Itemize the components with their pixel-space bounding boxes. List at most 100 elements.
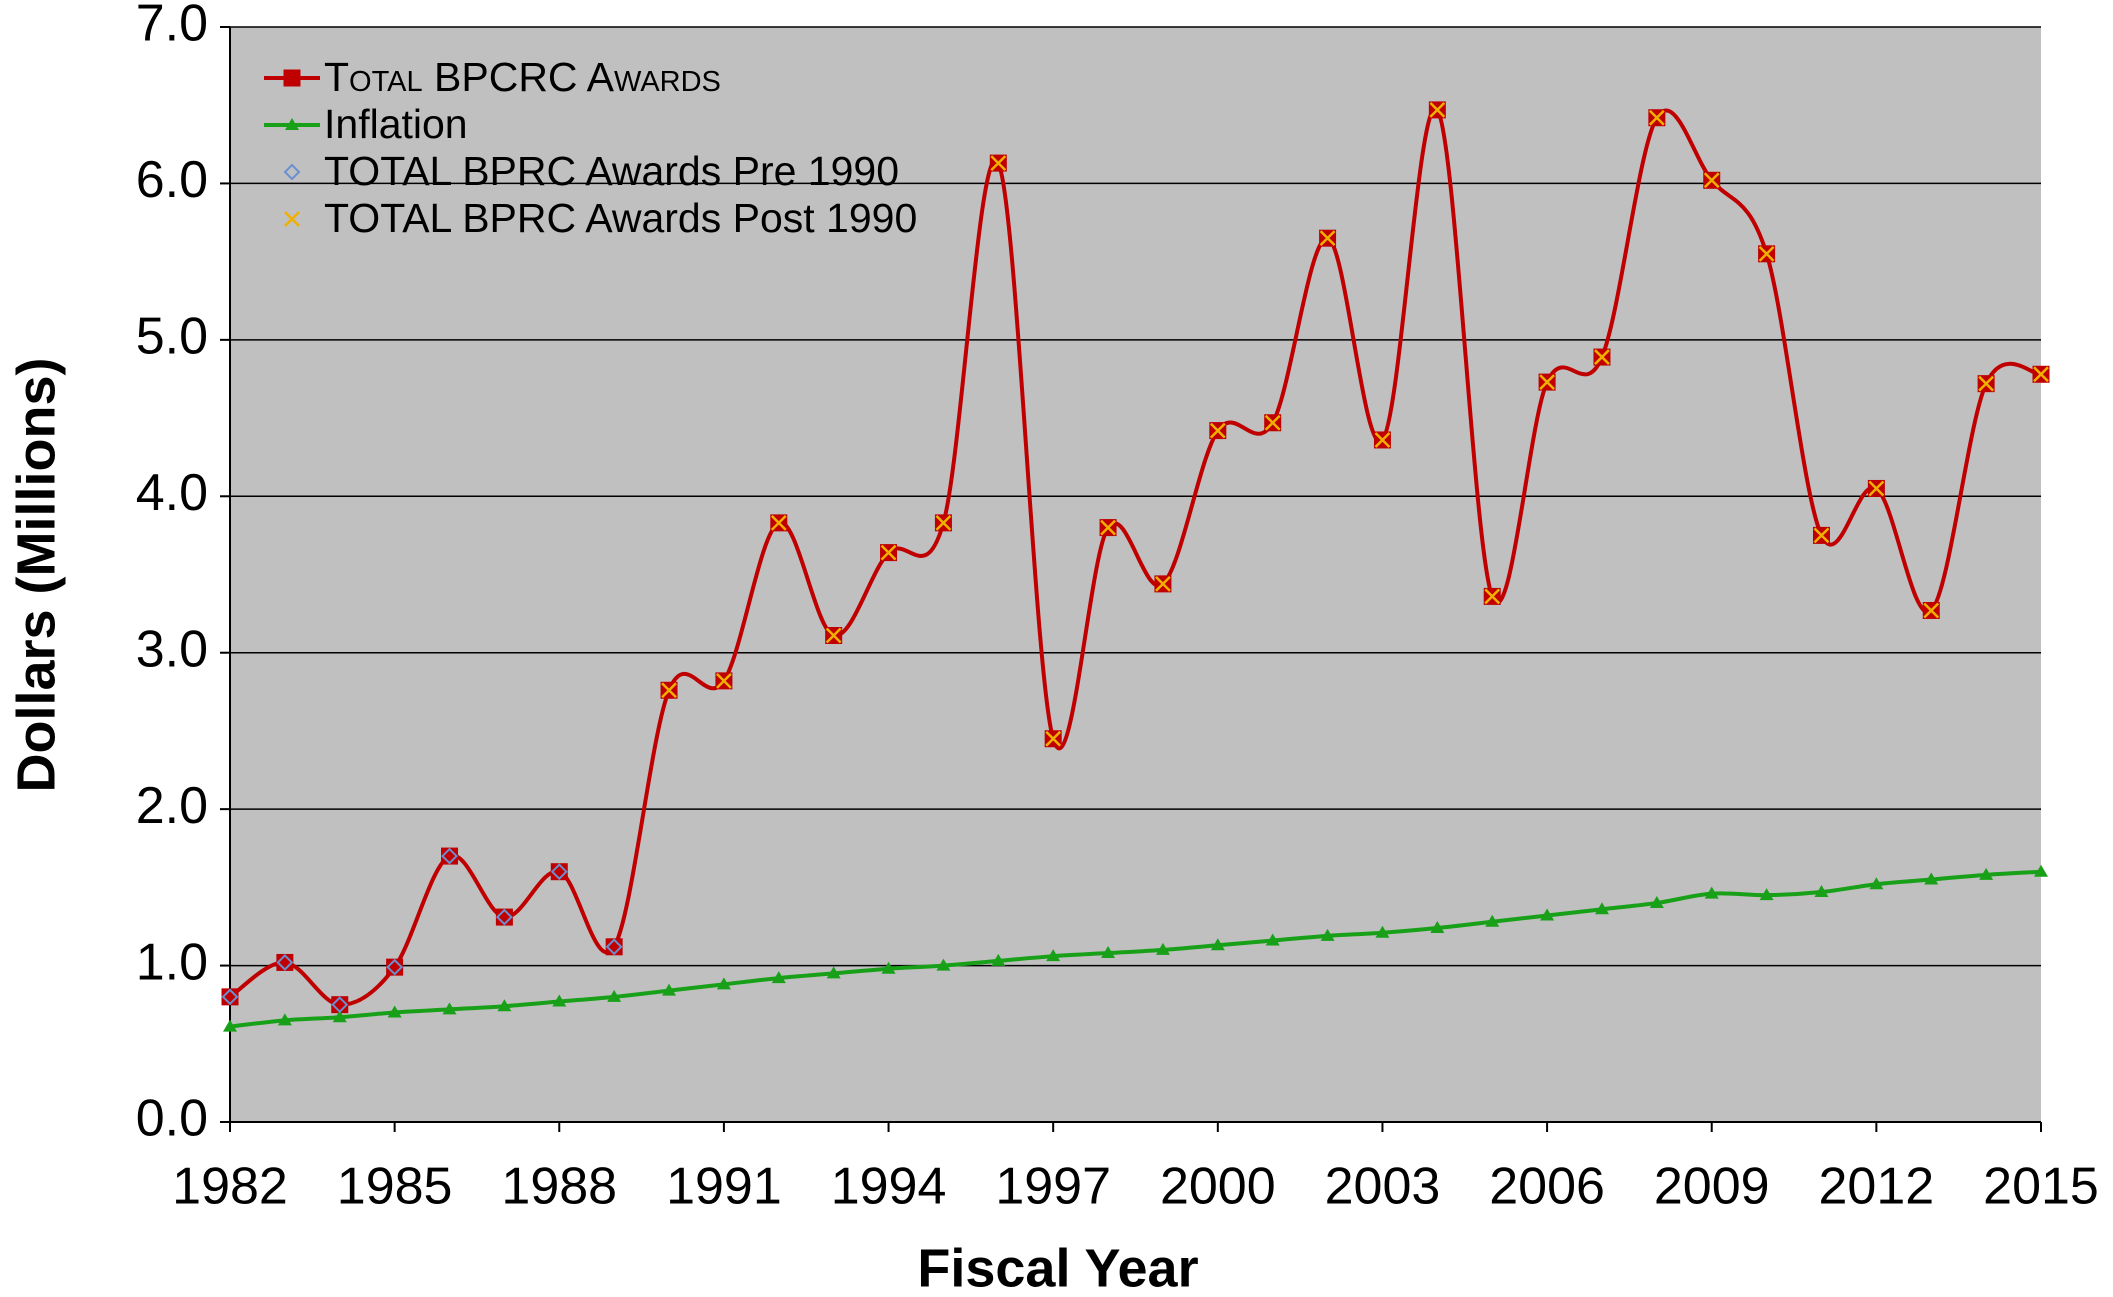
marker	[1979, 867, 1994, 880]
y-tick-label: 0.0	[136, 1090, 208, 1148]
y-tick-label: 5.0	[136, 308, 208, 366]
marker	[881, 961, 896, 974]
marker	[2033, 366, 2049, 383]
marker	[607, 989, 622, 1002]
series-line	[228, 106, 2042, 1007]
y-axis-title: Dollars (Millions)	[6, 357, 66, 792]
y-tick-label: 7.0	[136, 0, 208, 53]
marker	[826, 966, 841, 979]
marker	[495, 908, 513, 926]
marker	[2034, 864, 2048, 877]
marker	[1758, 245, 1775, 262]
marker	[331, 996, 349, 1014]
legend-marker	[284, 211, 300, 227]
marker	[1265, 933, 1280, 946]
marker	[386, 958, 404, 976]
y-tick-label: 6.0	[136, 151, 208, 209]
marker	[1484, 588, 1501, 605]
legend-marker	[285, 118, 299, 130]
legend-label: Inflation	[324, 101, 468, 147]
marker	[332, 1010, 347, 1023]
marker	[1046, 949, 1061, 962]
y-tick-label: 1.0	[136, 933, 208, 991]
legend-label: TOTAL BPRC Awards Post 1990	[324, 195, 917, 241]
marker	[716, 977, 731, 990]
marker	[825, 627, 842, 644]
marker	[991, 953, 1006, 966]
marker	[1210, 938, 1225, 951]
marker	[1320, 928, 1335, 941]
x-tick-label: 1985	[337, 1158, 453, 1216]
marker	[1485, 914, 1500, 927]
marker	[223, 1019, 237, 1032]
marker	[1594, 902, 1609, 915]
marker	[716, 672, 732, 689]
marker	[1045, 730, 1062, 747]
marker	[1540, 908, 1555, 921]
x-tick-label: 1988	[501, 1158, 617, 1216]
marker	[1814, 885, 1829, 898]
marker	[1429, 102, 1446, 118]
marker	[277, 1013, 292, 1026]
marker	[387, 1005, 402, 1018]
x-tick-label: 2006	[1489, 1158, 1605, 1216]
marker	[661, 682, 677, 699]
x-tick-label: 2009	[1654, 1158, 1770, 1216]
x-tick-label: 2012	[1819, 1158, 1935, 1216]
marker	[662, 983, 677, 996]
marker	[1649, 896, 1664, 908]
series-line	[229, 869, 2042, 1029]
marker	[1430, 921, 1445, 934]
y-tick-label: 3.0	[136, 620, 208, 678]
marker	[221, 988, 239, 1006]
legend-label: Total BPCRC Awards	[324, 54, 721, 100]
marker	[1813, 527, 1830, 544]
x-tick-label: 2003	[1325, 1158, 1441, 1216]
marker	[1923, 602, 1940, 619]
marker	[442, 1002, 457, 1015]
marker	[497, 999, 512, 1012]
marker	[1924, 872, 1939, 885]
marker	[935, 514, 952, 531]
marker	[1264, 414, 1281, 431]
marker	[276, 954, 294, 971]
marker	[1155, 942, 1170, 955]
marker	[770, 514, 787, 531]
marker	[1100, 519, 1116, 536]
marker	[1978, 375, 1995, 392]
marker	[1155, 576, 1171, 592]
marker	[1704, 886, 1719, 899]
legend-marker	[283, 69, 301, 87]
x-tick-label: 2000	[1160, 1158, 1276, 1216]
marker	[1539, 374, 1555, 390]
marker	[605, 938, 623, 956]
y-tick-label: 2.0	[136, 777, 208, 835]
x-tick-label: 1997	[995, 1158, 1111, 1216]
legend-label: TOTAL BPRC Awards Pre 1990	[324, 148, 899, 194]
marker	[880, 544, 897, 561]
marker	[552, 994, 567, 1007]
marker	[1375, 925, 1390, 938]
marker	[1648, 109, 1665, 126]
marker	[1869, 877, 1884, 890]
marker	[771, 971, 786, 984]
marker	[1868, 480, 1885, 497]
plot-area	[230, 27, 2041, 1122]
x-tick-label: 1982	[172, 1158, 288, 1216]
marker	[936, 958, 951, 971]
x-tick-label: 1994	[831, 1158, 947, 1216]
legend-marker	[283, 163, 301, 181]
marker	[441, 847, 458, 865]
marker	[1209, 422, 1226, 439]
marker	[1101, 946, 1116, 959]
marker	[1319, 230, 1336, 247]
marker	[1703, 172, 1720, 189]
marker	[1759, 888, 1774, 901]
marker	[990, 155, 1007, 171]
x-axis-title: Fiscal Year	[917, 1238, 1198, 1297]
marker	[1594, 349, 1610, 365]
marker	[1374, 432, 1391, 448]
x-tick-label: 1991	[666, 1158, 782, 1216]
